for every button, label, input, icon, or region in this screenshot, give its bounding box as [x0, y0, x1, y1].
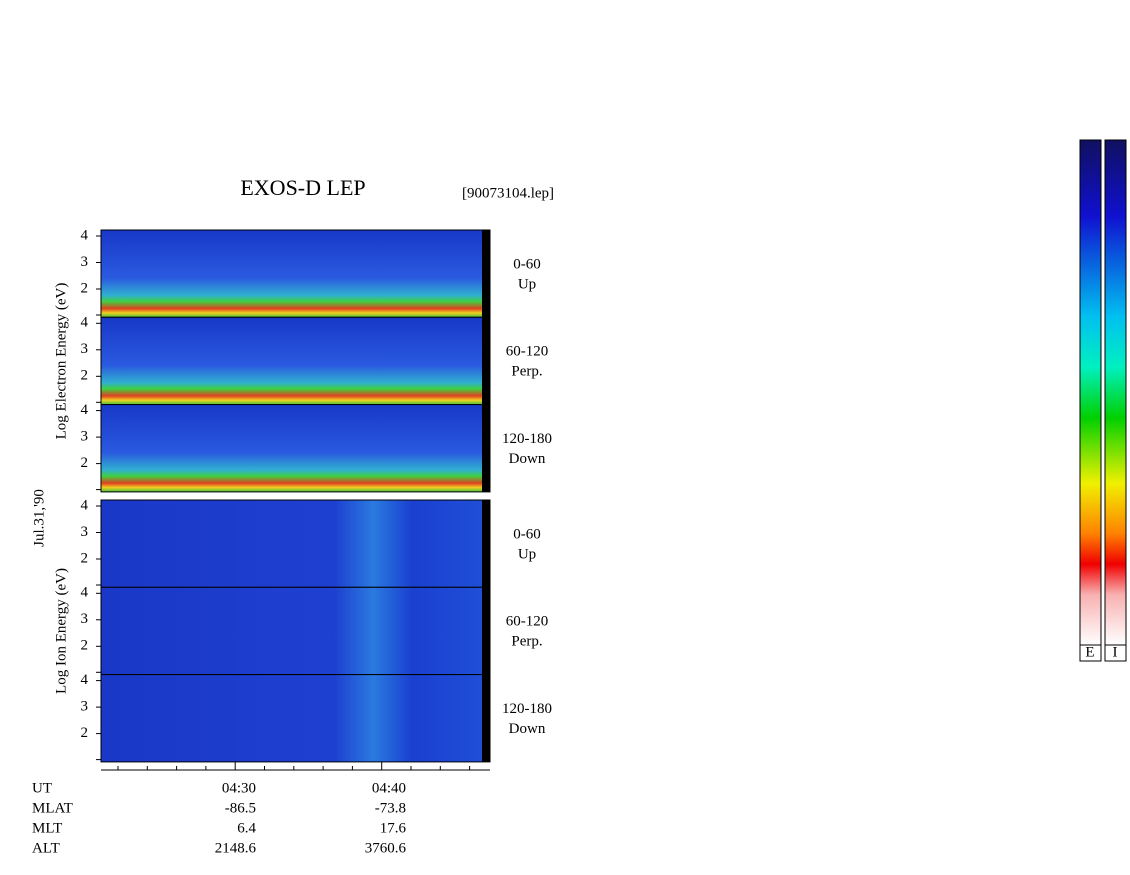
edge-strip [482, 674, 490, 762]
y-tick-label: 2 [81, 725, 89, 741]
row-label: UT [32, 780, 52, 796]
y-axis-label: Log Electron Energy (eV) [53, 283, 69, 440]
edge-strip [482, 317, 490, 405]
axis-value: 6.4 [237, 820, 256, 836]
color-bar [1079, 139, 1102, 646]
row-label: ALT [32, 840, 60, 856]
y-axis-label: Log Ion Energy (eV) [53, 568, 69, 694]
title: EXOS-D LEP [240, 175, 365, 200]
panel-direction: Down [509, 721, 546, 737]
color-bar-label: I [1113, 644, 1118, 660]
y-tick-label: 4 [81, 585, 89, 601]
spectrogram [100, 229, 491, 318]
y-tick-label: 4 [81, 497, 89, 513]
color-bar-box [1079, 644, 1102, 662]
axis-value: 17.6 [380, 820, 407, 836]
panel-direction: Up [518, 276, 536, 292]
row-label: MLAT [32, 800, 73, 816]
panel-direction: Up [518, 546, 536, 562]
edge-strip [482, 404, 490, 492]
y-tick-label: 3 [81, 524, 89, 540]
y-tick-label: 2 [81, 368, 89, 384]
panel-range: 0-60 [513, 256, 541, 272]
axis-value: 2148.6 [215, 840, 257, 856]
y-tick-label: 3 [81, 429, 89, 445]
edge-strip [482, 587, 490, 675]
spectrogram [100, 316, 491, 406]
edge-strip [482, 500, 490, 588]
axis-value: -86.5 [225, 800, 256, 816]
panel-range: 60-120 [506, 614, 549, 630]
y-tick-label: 4 [81, 672, 89, 688]
y-tick-label: 4 [81, 402, 89, 418]
panel-range: 0-60 [513, 526, 541, 542]
panel-direction: Perp. [511, 364, 542, 380]
y-tick-label: 2 [81, 550, 89, 566]
axis-value: -73.8 [375, 800, 406, 816]
axis-value: 04:40 [372, 780, 406, 796]
color-bar [1104, 139, 1127, 646]
y-tick-label: 4 [81, 227, 89, 243]
y-tick-label: 2 [81, 455, 89, 471]
axis-value: 04:30 [222, 780, 256, 796]
spectrogram [100, 674, 491, 763]
spectrogram [100, 586, 491, 676]
y-tick-label: 3 [81, 254, 89, 270]
file-name: [90073104.lep] [462, 185, 554, 201]
y-tick-label: 2 [81, 280, 89, 296]
row-label: MLT [32, 820, 62, 836]
panel-range: 120-180 [502, 431, 552, 447]
date: Jul.31,'90 [31, 489, 47, 547]
panel-range: 60-120 [506, 344, 549, 360]
panel-range: 120-180 [502, 701, 552, 717]
spectrogram [100, 404, 491, 493]
color-bar-label: E [1085, 644, 1094, 660]
y-tick-label: 3 [81, 699, 89, 715]
panel-direction: Down [509, 451, 546, 467]
y-tick-label: 3 [81, 341, 89, 357]
y-tick-label: 4 [81, 315, 89, 331]
axis-value: 3760.6 [365, 840, 407, 856]
color-bar-box [1104, 644, 1127, 662]
spectrogram [100, 499, 491, 588]
edge-strip [482, 230, 490, 318]
y-tick-label: 2 [81, 638, 89, 654]
y-tick-label: 3 [81, 611, 89, 627]
panel-direction: Perp. [511, 634, 542, 650]
